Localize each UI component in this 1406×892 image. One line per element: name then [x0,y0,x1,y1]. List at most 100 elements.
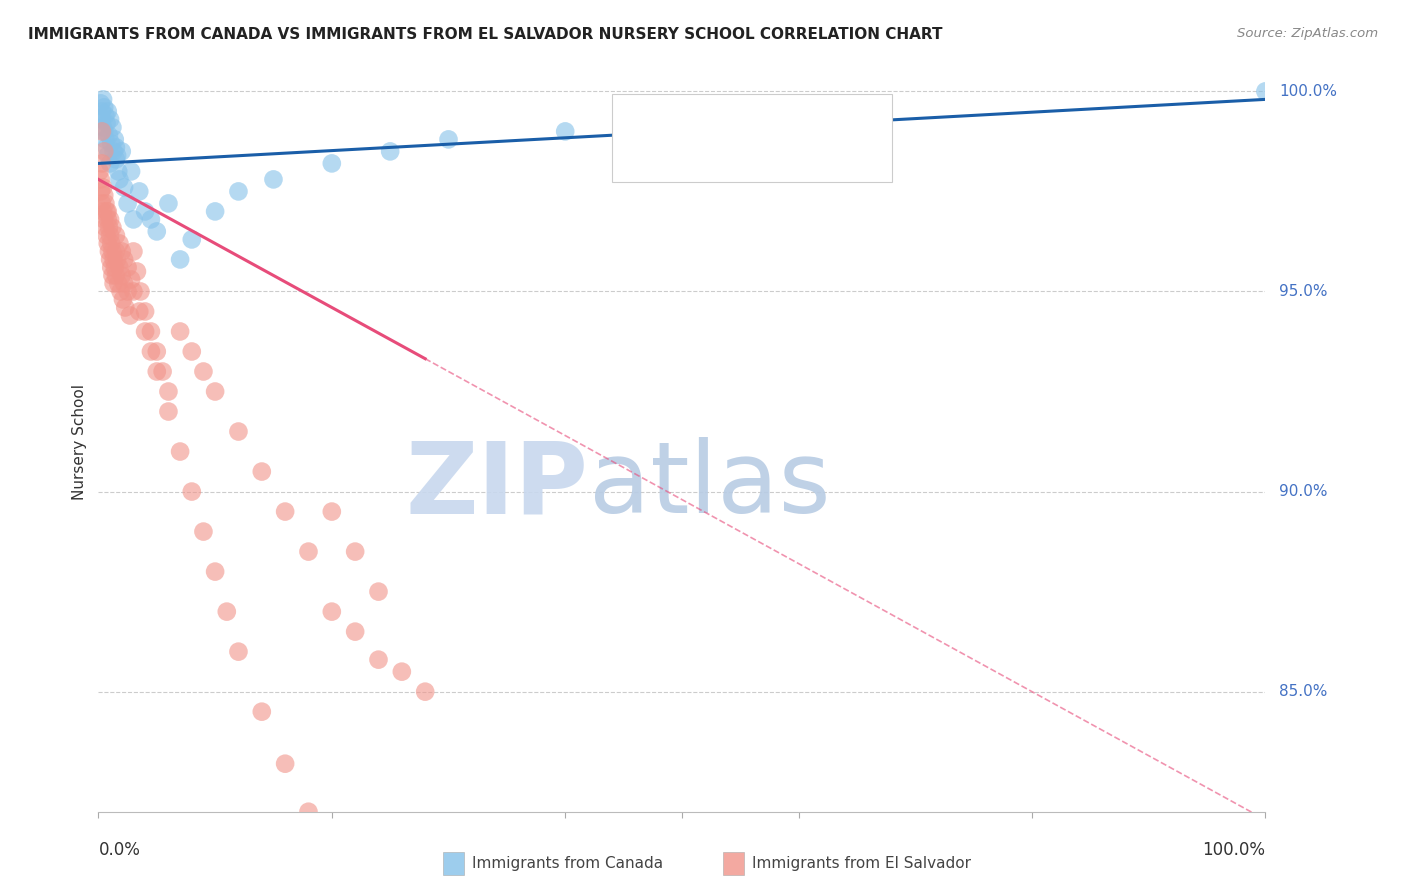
Point [367,584,389,599]
Text: 0.279: 0.279 [704,110,755,125]
Point [193,364,215,378]
Point [98,212,121,227]
Point [97,212,120,227]
Point [134,304,156,318]
Point [112,277,135,291]
Point [96,228,118,243]
Point [169,252,191,267]
Text: atlas: atlas [589,437,830,534]
Point [107,277,129,291]
Point [128,185,150,199]
Point [125,264,148,278]
Point [250,705,273,719]
Point [139,325,162,339]
Point [344,624,367,639]
Point [93,145,115,159]
Point [215,605,238,619]
Point [112,252,135,267]
Bar [723,853,744,875]
Point [204,204,226,219]
Point [157,404,180,418]
Point [274,505,297,519]
Point [122,212,145,227]
Point [89,164,111,178]
Text: IMMIGRANTS FROM CANADA VS IMMIGRANTS FROM EL SALVADOR NURSERY SCHOOL CORRELATION: IMMIGRANTS FROM CANADA VS IMMIGRANTS FRO… [28,27,942,42]
Point [554,124,576,138]
Point [297,805,319,819]
Text: -0.533: -0.533 [704,149,762,164]
Point [117,196,139,211]
Point [146,224,169,238]
Point [90,104,112,119]
Point [100,260,122,275]
Point [139,212,162,227]
Point [321,505,343,519]
Point [274,756,297,771]
Point [101,268,124,283]
Point [111,293,134,307]
Point [90,196,112,211]
Point [103,277,125,291]
Point [146,344,169,359]
Point [100,236,122,251]
Point [437,132,460,146]
Point [90,156,112,170]
Point [344,544,367,558]
Point [97,104,120,119]
Point [93,100,115,114]
Text: ZIP: ZIP [406,437,589,534]
Point [108,172,131,186]
Point [117,285,139,299]
Point [118,309,141,323]
Point [97,220,120,235]
Point [93,124,115,138]
Point [250,465,273,479]
Point [103,252,125,267]
Point [120,272,142,286]
Point [98,228,121,243]
Text: N = 46: N = 46 [772,110,832,125]
Point [97,244,120,259]
Point [104,268,127,283]
Point [139,344,162,359]
Point [93,212,115,227]
Text: 100.0%: 100.0% [1279,84,1337,99]
Bar [443,853,464,875]
Point [91,180,114,194]
Point [120,164,142,178]
Point [112,180,135,194]
Point [97,236,120,251]
Point [169,325,191,339]
Bar [620,104,648,131]
Point [90,124,112,138]
Point [104,260,127,275]
Point [91,204,114,219]
Point [94,220,117,235]
Point [321,156,343,170]
Point [367,653,389,667]
Point [111,145,134,159]
Point [98,156,121,170]
Point [101,120,124,135]
Point [94,196,117,211]
Point [413,684,436,698]
Point [104,153,127,167]
Text: Immigrants from Canada: Immigrants from Canada [472,856,664,871]
Point [97,128,120,143]
Point [103,145,125,159]
Point [101,244,124,259]
Point [90,112,112,127]
Point [228,185,250,199]
Point [180,484,202,499]
Point [101,220,124,235]
Point [297,544,319,558]
Point [152,364,174,378]
Point [110,285,132,299]
Text: 90.0%: 90.0% [1279,484,1327,499]
Point [180,232,202,246]
Y-axis label: Nursery School: Nursery School [72,384,87,500]
Point [1254,84,1277,98]
Point [90,96,112,111]
Text: 100.0%: 100.0% [1202,841,1265,859]
Point [146,364,169,378]
